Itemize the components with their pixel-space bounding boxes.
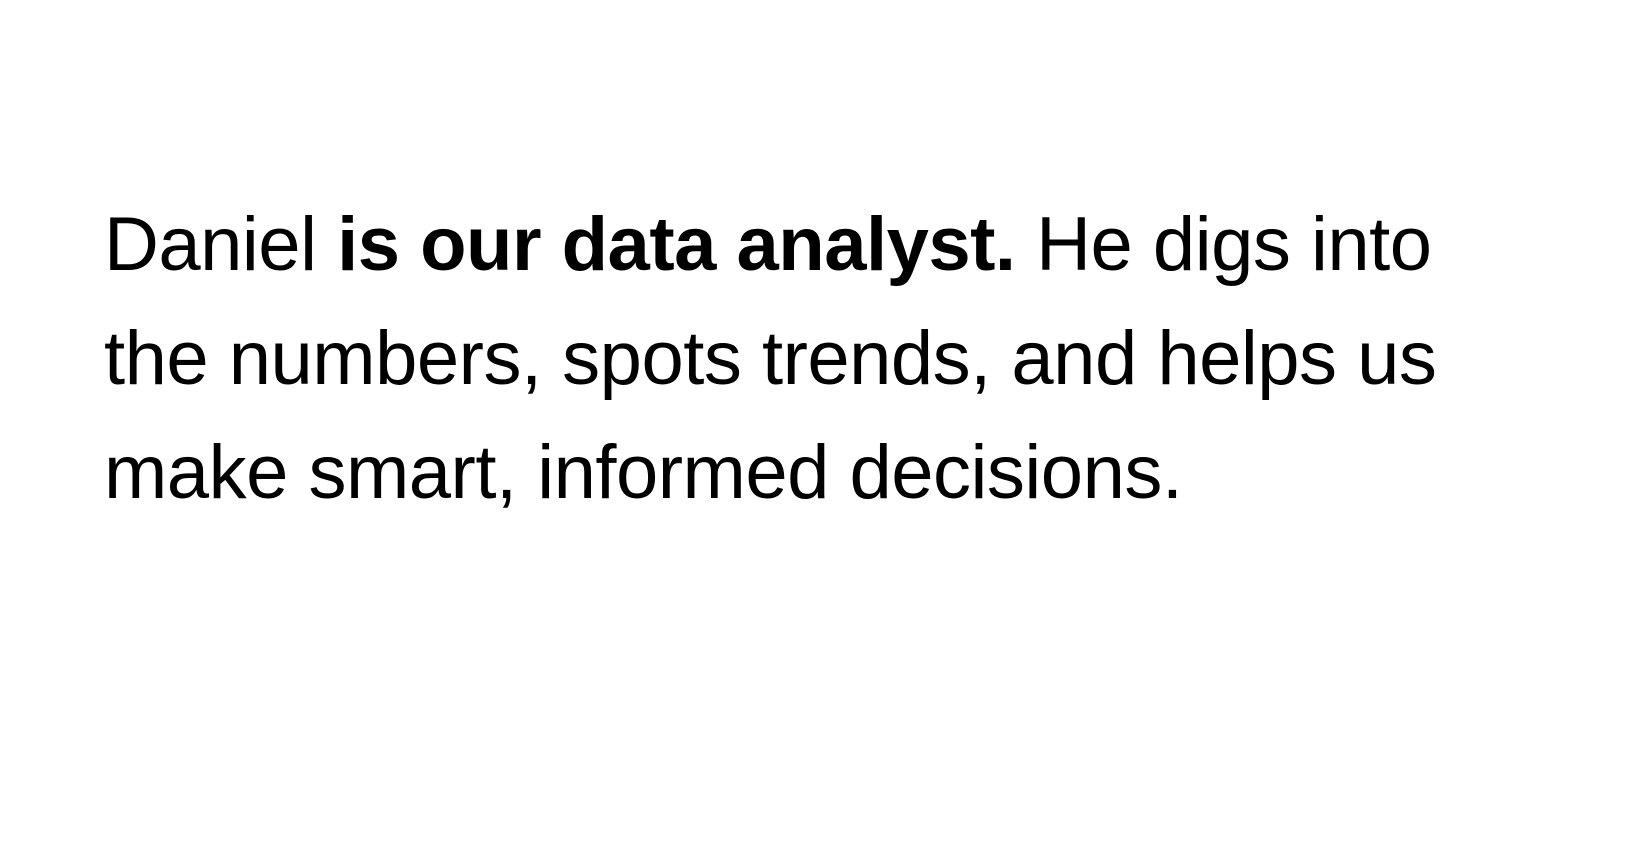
description-paragraph: Daniel is our data analyst. He digs into… (104, 188, 1544, 530)
person-name: Daniel (104, 202, 317, 287)
spacer (316, 202, 337, 287)
bold-role-phrase: is our data analyst. (337, 202, 1016, 287)
description-rest: He digs into the numbers, spots trends, … (104, 202, 1437, 515)
